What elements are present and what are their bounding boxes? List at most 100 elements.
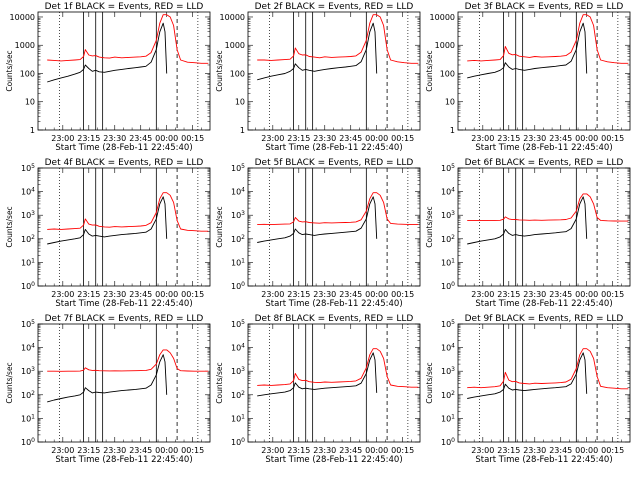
y-tick-label: 100 xyxy=(20,69,35,78)
x-tick-label: 00:15 xyxy=(391,290,414,299)
x-tick-label: 23:30 xyxy=(313,134,336,143)
y-axis-label: Counts/sec xyxy=(215,50,224,91)
y-axis-label: Counts/sec xyxy=(215,362,224,403)
x-tick-label: 23:30 xyxy=(523,134,546,143)
detector-panel-6: Det 6f BLACK = Events, RED = LLD 100 101 10… xyxy=(425,158,631,309)
y-tick-label: 10000 xyxy=(430,13,455,22)
x-tick-label: 23:15 xyxy=(77,290,100,299)
y-tick-label: 101 xyxy=(441,413,455,424)
x-tick-label: 23:15 xyxy=(497,134,520,143)
x-axis-label: Start Time (28-Feb-11 22:45:40) xyxy=(55,143,192,153)
plot-frame xyxy=(457,11,631,131)
y-tick-label: 102 xyxy=(21,389,35,400)
y-tick-label: 1000 xyxy=(15,41,35,50)
x-tick-label: 00:00 xyxy=(155,290,178,299)
detector-panel-2: Det 2f BLACK = Events, RED = LLD 1 10 100 10… xyxy=(215,2,421,153)
events-series-line xyxy=(47,354,168,403)
x-tick-label: 23:15 xyxy=(77,446,100,455)
y-tick-label: 100 xyxy=(230,69,245,78)
x-tick-label: 00:00 xyxy=(365,446,388,455)
x-tick-label: 23:15 xyxy=(77,134,100,143)
x-tick-label: 00:15 xyxy=(601,134,624,143)
y-tick-label: 10 xyxy=(235,98,245,107)
x-tick-label: 23:15 xyxy=(287,446,310,455)
x-tick-label: 23:15 xyxy=(287,134,310,143)
detector-panel-7: Det 7f BLACK = Events, RED = LLD 100 101 10… xyxy=(5,314,211,465)
lld-series-line xyxy=(467,14,629,64)
x-tick-label: 23:30 xyxy=(313,446,336,455)
x-tick-label: 00:15 xyxy=(181,290,204,299)
x-tick-label: 23:45 xyxy=(339,134,362,143)
x-tick-label: 23:00 xyxy=(51,446,74,455)
x-tick-label: 00:00 xyxy=(365,134,388,143)
x-tick-label: 23:00 xyxy=(261,134,284,143)
plot-frame xyxy=(247,167,421,287)
x-tick-label: 23:00 xyxy=(261,446,284,455)
x-tick-label: 23:15 xyxy=(287,290,310,299)
plot-frame xyxy=(457,323,631,443)
x-tick-label: 23:30 xyxy=(103,134,126,143)
y-tick-label: 100 xyxy=(231,281,245,292)
detector-panel-5: Det 5f BLACK = Events, RED = LLD 100 101 10… xyxy=(215,158,421,309)
panel-title: Det 9f BLACK = Events, RED = LLD xyxy=(465,314,624,324)
x-tick-label: 23:45 xyxy=(549,446,572,455)
y-tick-label: 103 xyxy=(441,366,455,377)
x-tick-label: 00:00 xyxy=(575,290,598,299)
x-axis-label: Start Time (28-Feb-11 22:45:40) xyxy=(265,455,402,465)
x-tick-label: 23:00 xyxy=(471,290,494,299)
y-tick-label: 103 xyxy=(441,210,455,221)
x-tick-label: 23:45 xyxy=(129,446,152,455)
x-tick-label: 23:00 xyxy=(261,290,284,299)
y-tick-label: 100 xyxy=(231,437,245,448)
y-tick-label: 1 xyxy=(240,126,245,135)
y-tick-label: 105 xyxy=(441,163,455,174)
y-axis-label: Counts/sec xyxy=(215,206,224,247)
y-tick-label: 100 xyxy=(21,437,35,448)
x-axis-label: Start Time (28-Feb-11 22:45:40) xyxy=(55,455,192,465)
y-axis-label: Counts/sec xyxy=(5,206,14,247)
x-tick-label: 23:00 xyxy=(471,446,494,455)
x-tick-label: 23:30 xyxy=(103,446,126,455)
y-tick-label: 101 xyxy=(231,257,245,268)
y-tick-label: 102 xyxy=(231,389,245,400)
plot-frame xyxy=(247,323,421,443)
x-axis-label: Start Time (28-Feb-11 22:45:40) xyxy=(475,299,612,309)
x-tick-label: 23:30 xyxy=(523,446,546,455)
events-series-line xyxy=(467,352,588,399)
y-tick-label: 102 xyxy=(441,389,455,400)
x-tick-label: 23:00 xyxy=(51,290,74,299)
x-tick-label: 00:15 xyxy=(601,446,624,455)
x-tick-label: 23:45 xyxy=(549,290,572,299)
x-tick-label: 00:15 xyxy=(181,446,204,455)
y-tick-label: 104 xyxy=(441,342,455,353)
panel-title: Det 4f BLACK = Events, RED = LLD xyxy=(45,158,204,168)
y-tick-label: 10 xyxy=(445,98,455,107)
x-tick-label: 00:00 xyxy=(365,290,388,299)
events-series-line xyxy=(467,22,588,79)
lld-series-line xyxy=(257,192,419,226)
x-tick-label: 00:00 xyxy=(575,134,598,143)
y-tick-label: 101 xyxy=(21,257,35,268)
y-tick-label: 103 xyxy=(21,366,35,377)
x-axis-label: Start Time (28-Feb-11 22:45:40) xyxy=(55,299,192,309)
x-tick-label: 23:45 xyxy=(339,290,362,299)
y-tick-label: 104 xyxy=(231,186,245,197)
x-axis-label: Start Time (28-Feb-11 22:45:40) xyxy=(475,143,612,153)
x-tick-label: 23:30 xyxy=(103,290,126,299)
y-axis-label: Counts/sec xyxy=(425,206,434,247)
y-tick-label: 101 xyxy=(21,413,35,424)
panel-title: Det 1f BLACK = Events, RED = LLD xyxy=(45,2,204,12)
detector-panel-3: Det 3f BLACK = Events, RED = LLD 1 10 100 10… xyxy=(425,2,631,153)
panel-title: Det 3f BLACK = Events, RED = LLD xyxy=(465,2,624,12)
x-axis-label: Start Time (28-Feb-11 22:45:40) xyxy=(265,299,402,309)
x-tick-label: 23:45 xyxy=(129,290,152,299)
x-tick-label: 23:15 xyxy=(497,446,520,455)
y-tick-label: 100 xyxy=(440,69,455,78)
y-tick-label: 104 xyxy=(441,186,455,197)
y-axis-label: Counts/sec xyxy=(5,50,14,91)
y-tick-label: 100 xyxy=(441,437,455,448)
y-tick-label: 105 xyxy=(231,163,245,174)
x-tick-label: 23:45 xyxy=(339,446,362,455)
y-axis-label: Counts/sec xyxy=(425,362,434,403)
